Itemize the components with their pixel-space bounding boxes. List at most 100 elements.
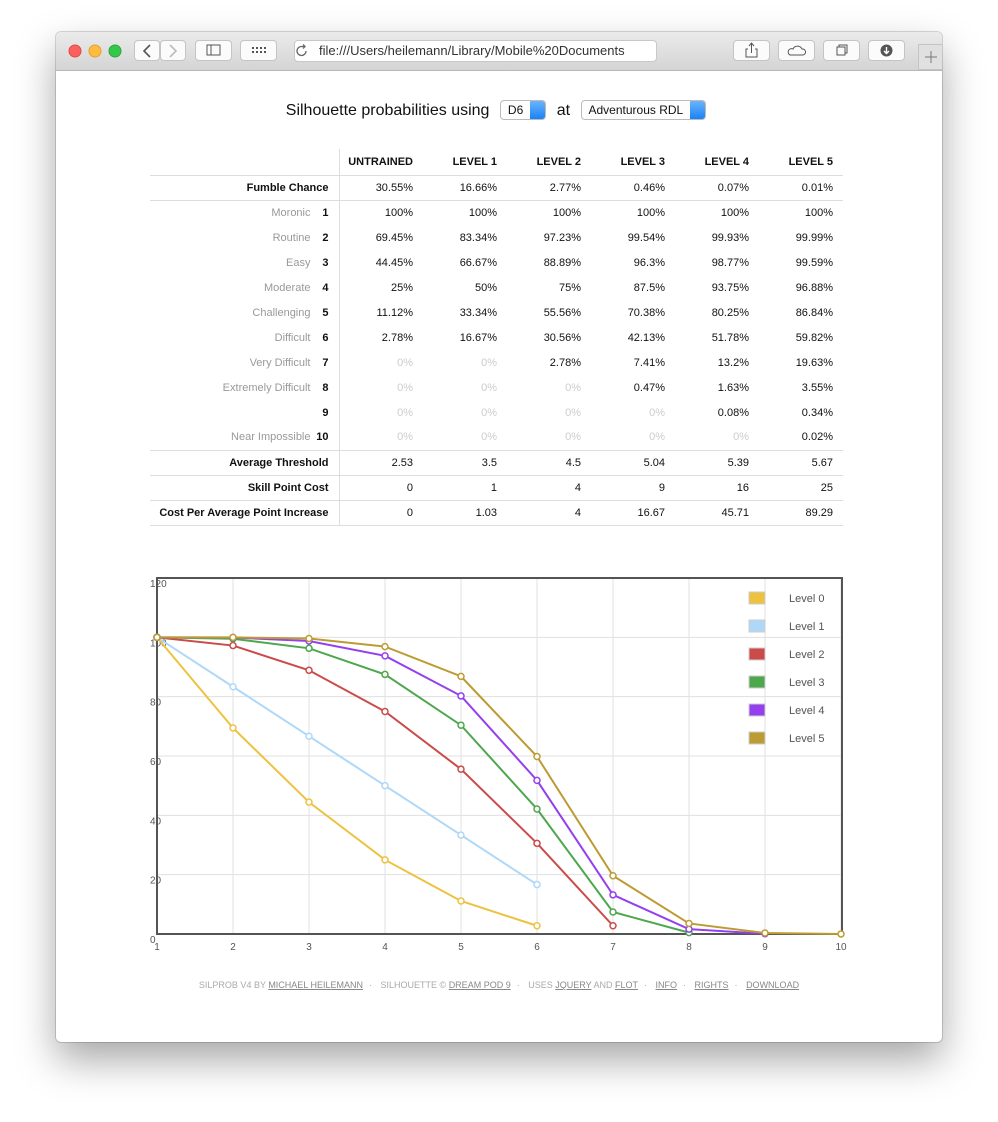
value-cell: 75% (558, 281, 581, 294)
tab-overview-button[interactable] (823, 40, 860, 61)
value-cell: 0% (423, 425, 507, 451)
value-cell: 0% (481, 381, 497, 394)
footer-link[interactable]: DREAM POD 9 (448, 980, 511, 990)
row-header: Very Difficult 7 (150, 350, 340, 375)
value-cell: 69.45% (375, 231, 413, 244)
row-header: Moderate 4 (150, 275, 340, 300)
table-row: Challenging 5 11.12% 33.34% 55.56% 70.38% 80.2… (150, 300, 843, 325)
separator: · (734, 980, 738, 990)
value-cell: 0.02% (759, 425, 843, 451)
difficulty-name: Routine (272, 231, 311, 244)
footer-link[interactable]: JQUERY (555, 980, 592, 990)
value-cell: 5.04 (591, 450, 675, 476)
at-text: at (556, 102, 571, 119)
row-label: Skill Point Cost (247, 481, 329, 494)
value-cell: 2.78% (381, 331, 413, 344)
header-title: Silhouette probabilities using (285, 102, 490, 119)
download-icon (880, 44, 893, 57)
table-row: 9 0% 0% 0% 0% 0.08% 0.34% (150, 400, 843, 425)
die-select[interactable]: D6 (499, 100, 547, 120)
difficulty-level: 1 (322, 206, 329, 219)
value-cell: 99.93% (711, 231, 749, 244)
column-header: LEVEL 4 (675, 149, 759, 176)
value-cell: 5.67 (759, 450, 843, 476)
value-cell: 1 (423, 475, 507, 501)
value-cell: 99.54% (627, 231, 665, 244)
value-cell: 99.59% (795, 256, 833, 269)
row-header: Difficult 6 (150, 325, 340, 350)
footer-text: AND (593, 980, 613, 990)
value-cell: 25 (759, 475, 843, 501)
value-cell: 5.39 (675, 450, 759, 476)
value-cell: 96.88% (795, 281, 833, 294)
probability-table: UNTRAINED LEVEL 1 LEVEL 2 LEVEL 3 LEVEL 4 LEV… (150, 149, 843, 526)
value-cell: 0.01% (759, 175, 843, 201)
column-header: LEVEL 1 (423, 149, 507, 176)
separator: · (644, 980, 647, 990)
value-cell: 59.82% (795, 331, 833, 344)
value-cell: 2.77% (507, 175, 591, 201)
footer-link[interactable]: MICHAEL HEILEMANN (268, 980, 363, 990)
value-cell: 0% (481, 356, 497, 369)
row-header: Cost Per Average Point Increase (150, 500, 340, 526)
value-cell: 93.75% (711, 281, 749, 294)
table-row: Routine 2 69.45% 83.34% 97.23% 99.54% 99.93% 99… (150, 225, 843, 250)
forward-button[interactable] (160, 40, 186, 61)
value-cell: 16.66% (423, 175, 507, 201)
row-header: Fumble Chance (150, 175, 340, 201)
value-cell: 33.34% (459, 306, 497, 319)
value-cell: 0.07% (675, 175, 759, 201)
new-tab-button[interactable] (918, 44, 942, 70)
footer-link[interactable]: RIGHTS (694, 980, 729, 990)
row-label: Average Threshold (229, 456, 329, 469)
zoom-button[interactable] (108, 44, 122, 58)
sidebar-icon (206, 44, 221, 56)
ruleset-select[interactable]: Adventurous RDL (580, 100, 707, 120)
value-cell: 99.99% (795, 231, 833, 244)
close-button[interactable] (68, 44, 82, 58)
difficulty-name: Difficult (274, 331, 311, 344)
address-bar[interactable]: file:///Users/heilemann/Library/Mobile%2… (294, 40, 657, 62)
value-cell: 0% (397, 381, 413, 394)
value-cell: 97.23% (543, 231, 581, 244)
value-cell: 89.29 (759, 500, 843, 526)
minimize-button[interactable] (88, 44, 102, 58)
difficulty-level: 8 (322, 381, 329, 394)
reload-icon[interactable] (295, 44, 309, 58)
table-row: Moderate 4 25% 50% 75% 87.5% 93.75% 96.88% (150, 275, 843, 300)
value-cell: 0.47% (633, 381, 665, 394)
value-cell: 0% (397, 406, 413, 419)
corner-cell (150, 149, 340, 176)
table-row: Difficult 6 2.78% 16.67% 30.56% 42.13% 51.78% 5… (150, 325, 843, 350)
footer-text: SILHOUETTE © (380, 980, 447, 990)
footer-link[interactable]: INFO (655, 980, 678, 990)
difficulty-name: Very Difficult (249, 356, 311, 369)
value-cell: 100% (636, 206, 665, 219)
overview-icon (836, 44, 848, 56)
tabs-button[interactable] (240, 40, 277, 61)
value-cell: 0% (591, 425, 675, 451)
back-icon (142, 44, 151, 58)
sidebar-button[interactable] (195, 40, 232, 61)
difficulty-level: 10 (316, 431, 329, 444)
difficulty-level: 2 (322, 231, 329, 244)
footer-link[interactable]: FLOT (614, 980, 638, 990)
value-cell: 0% (339, 425, 423, 451)
value-cell: 0% (507, 425, 591, 451)
difficulty-level: 9 (322, 406, 329, 419)
downloads-button[interactable] (868, 40, 905, 61)
difficulty-level: 4 (322, 281, 329, 294)
table-row: Fumble Chance 30.55% 16.66% 2.77% 0.46% 0.07%… (150, 175, 843, 201)
table-row: Near Impossible 10 0% 0% 0% 0% 0% 0.02% (150, 425, 843, 451)
plus-icon (925, 51, 937, 63)
value-cell: 0% (649, 406, 665, 419)
row-label: Cost Per Average Point Increase (159, 506, 329, 519)
value-cell: 100% (804, 206, 833, 219)
column-header: UNTRAINED (339, 149, 423, 176)
back-button[interactable] (134, 40, 160, 61)
footer-link[interactable]: DOWNLOAD (746, 980, 800, 990)
value-cell: 42.13% (627, 331, 665, 344)
icloud-button[interactable] (778, 40, 815, 61)
share-button[interactable] (733, 40, 770, 61)
table-row: Cost Per Average Point Increase 0 1.03 4 16.… (150, 500, 843, 526)
